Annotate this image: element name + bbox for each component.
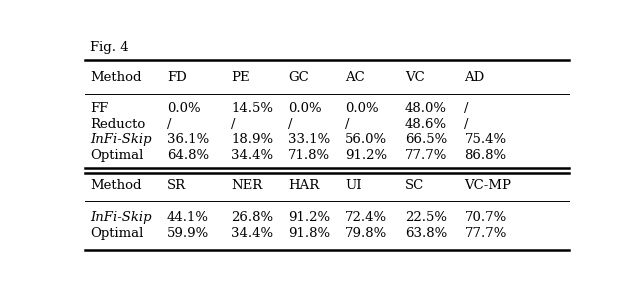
Text: 66.5%: 66.5% [405,133,447,146]
Text: Method: Method [90,179,141,192]
Text: 91.2%: 91.2% [346,149,387,162]
Text: 26.8%: 26.8% [231,210,273,224]
Text: SR: SR [167,179,186,192]
Text: 71.8%: 71.8% [288,149,330,162]
Text: InFi-Skip: InFi-Skip [90,210,152,224]
Text: 48.6%: 48.6% [405,118,447,131]
Text: 36.1%: 36.1% [167,133,209,146]
Text: 63.8%: 63.8% [405,227,447,240]
Text: SC: SC [405,179,424,192]
Text: /: / [346,118,350,131]
Text: 34.4%: 34.4% [231,227,273,240]
Text: 75.4%: 75.4% [465,133,506,146]
Text: InFi-Skip: InFi-Skip [90,133,152,146]
Text: 59.9%: 59.9% [167,227,209,240]
Text: 0.0%: 0.0% [346,102,379,114]
Text: GC: GC [288,71,309,83]
Text: Optimal: Optimal [90,149,143,162]
Text: 72.4%: 72.4% [346,210,387,224]
Text: VC: VC [405,71,424,83]
Text: HAR: HAR [288,179,319,192]
Text: 48.0%: 48.0% [405,102,447,114]
Text: /: / [288,118,293,131]
Text: 91.8%: 91.8% [288,227,330,240]
Text: VC-MP: VC-MP [465,179,511,192]
Text: 70.7%: 70.7% [465,210,507,224]
Text: Optimal: Optimal [90,227,143,240]
Text: Reducto: Reducto [90,118,145,131]
Text: 77.7%: 77.7% [405,149,447,162]
Text: UI: UI [346,179,362,192]
Text: 34.4%: 34.4% [231,149,273,162]
Text: 33.1%: 33.1% [288,133,331,146]
Text: AC: AC [346,71,365,83]
Text: 18.9%: 18.9% [231,133,273,146]
Text: 0.0%: 0.0% [288,102,322,114]
Text: 86.8%: 86.8% [465,149,506,162]
Text: FD: FD [167,71,186,83]
Text: 44.1%: 44.1% [167,210,209,224]
Text: AD: AD [465,71,484,83]
Text: 91.2%: 91.2% [288,210,330,224]
Text: 56.0%: 56.0% [346,133,387,146]
Text: 77.7%: 77.7% [465,227,507,240]
Text: NER: NER [231,179,262,192]
Text: Fig. 4: Fig. 4 [90,41,129,55]
Text: FF: FF [90,102,108,114]
Text: 22.5%: 22.5% [405,210,447,224]
Text: /: / [465,118,469,131]
Text: 14.5%: 14.5% [231,102,273,114]
Text: /: / [465,102,469,114]
Text: /: / [231,118,236,131]
Text: PE: PE [231,71,250,83]
Text: Method: Method [90,71,141,83]
Text: 64.8%: 64.8% [167,149,209,162]
Text: 0.0%: 0.0% [167,102,200,114]
Text: 79.8%: 79.8% [346,227,388,240]
Text: /: / [167,118,172,131]
